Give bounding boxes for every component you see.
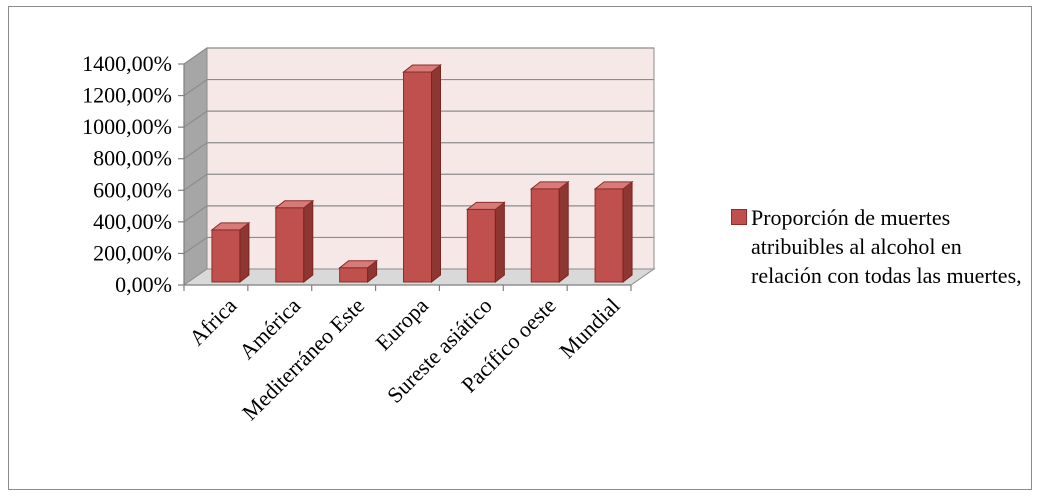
gridlines: [183, 47, 654, 254]
y-tick-label: 1000,00%: [82, 114, 172, 139]
bars: [210, 64, 634, 284]
gridline: [183, 142, 654, 160]
x-tick-label: Africa: [184, 293, 242, 351]
gridline: [183, 110, 654, 128]
bar-front: [466, 208, 496, 283]
bar-front: [339, 267, 369, 283]
legend-swatch: [731, 209, 747, 225]
side-wall: [183, 47, 208, 286]
gridline: [183, 47, 654, 65]
bar-side: [239, 221, 250, 284]
bar-top: [210, 222, 251, 231]
chart-frame: 0,00% 200,00% 400,00% 600,00% 800,00% 1000,00…: [8, 6, 1032, 490]
bar-front: [530, 188, 560, 283]
x-tick-label: Europa: [370, 293, 433, 356]
bar-top: [529, 181, 570, 190]
bar-top: [338, 260, 379, 269]
bar-top: [465, 201, 506, 210]
legend-label: Proporción de muertes atribuibles al alc…: [751, 205, 1022, 288]
y-tick-label: 1200,00%: [82, 83, 172, 108]
bar: [465, 201, 506, 284]
legend: Proporción de muertes atribuibles al alc…: [731, 203, 1031, 290]
bar-side: [431, 64, 441, 284]
bar: [210, 221, 251, 284]
bar-top: [402, 64, 442, 73]
bar-side: [494, 201, 505, 284]
y-tick-label: 1400,00%: [82, 51, 172, 76]
bar-front: [275, 207, 305, 283]
gridline: [183, 236, 654, 254]
bar-front: [211, 229, 241, 283]
bar: [402, 64, 442, 284]
bar-top: [274, 200, 315, 209]
y-tick-labels: 0,00% 200,00% 400,00% 600,00% 800,00% 1000,00…: [82, 51, 172, 297]
bar: [274, 199, 315, 284]
bar-front: [594, 188, 624, 283]
x-tick-label: Mundial: [554, 293, 624, 363]
y-tick-label: 200,00%: [93, 240, 172, 265]
bar-chart: 0,00% 200,00% 400,00% 600,00% 800,00% 1000,00…: [82, 47, 656, 425]
y-tick-label: 800,00%: [93, 146, 172, 171]
bar-side: [303, 199, 314, 284]
gridline: [183, 205, 654, 223]
axes: [178, 63, 632, 291]
bar: [529, 180, 570, 284]
bar: [593, 180, 634, 284]
y-tick-label: 600,00%: [93, 177, 172, 202]
y-tick-label: 400,00%: [93, 209, 172, 234]
bar-front: [403, 71, 432, 283]
bar-side: [558, 180, 569, 284]
bar-top: [593, 181, 634, 190]
bar: [338, 259, 379, 284]
gridline: [183, 173, 654, 191]
y-tick-label: 0,00%: [115, 272, 172, 297]
gridline: [183, 78, 654, 97]
bar-side: [622, 180, 633, 284]
